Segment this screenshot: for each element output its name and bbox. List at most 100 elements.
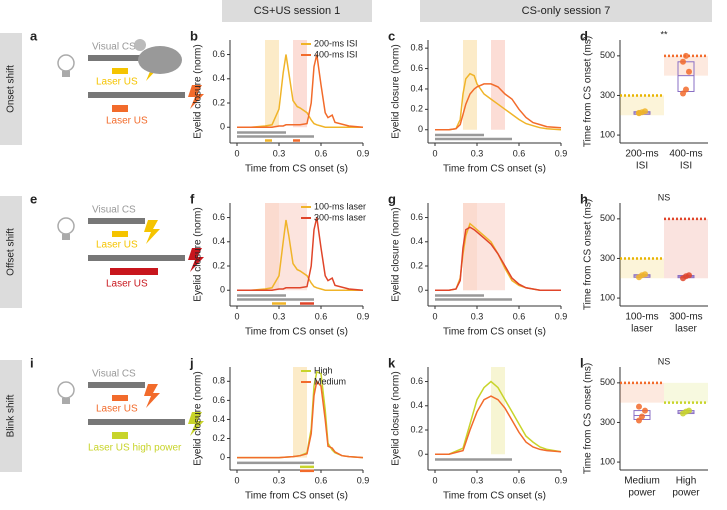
y-tick-label: 0.4 — [410, 236, 423, 246]
y-tick-label: 0.6 — [410, 376, 423, 386]
point — [642, 407, 648, 414]
cs-bar — [88, 419, 185, 425]
us-bar — [112, 105, 128, 112]
stimulus-bar — [435, 137, 512, 141]
x-axis-label: Time from CS onset (s) — [245, 164, 348, 175]
x-tick-label: 0.9 — [357, 475, 370, 485]
x-tick-label: 0 — [432, 148, 437, 158]
mouse — [138, 46, 182, 74]
x-axis-label: Time from CS onset (s) — [443, 327, 546, 338]
stimulus-bar — [300, 302, 314, 305]
y-axis-label: Eyelid closure (norm) — [193, 207, 204, 301]
target-band — [620, 258, 664, 279]
cs-bar — [88, 255, 185, 261]
header-label: CS-only session 7 — [522, 5, 611, 17]
x-tick-label: Medium — [624, 476, 660, 487]
y-tick-label: 0.4 — [212, 73, 225, 83]
x-tick-label: 0.3 — [273, 311, 286, 321]
cs-label: Visual CS — [92, 205, 136, 216]
shade — [265, 40, 279, 128]
panel-letter: h — [580, 191, 588, 206]
y-tick-label: 0 — [418, 124, 423, 134]
y-axis-label: Time from CS onset (ms) — [583, 363, 594, 474]
panel-letter: j — [189, 355, 194, 370]
series-line — [237, 219, 363, 291]
shade — [265, 203, 307, 291]
x-tick-label: power — [672, 488, 700, 499]
x-tick-label: 0.3 — [273, 148, 286, 158]
lightning — [188, 248, 204, 272]
point — [642, 271, 648, 278]
stimulus-bar — [272, 302, 286, 305]
shade — [491, 367, 505, 455]
y-tick-label: 0.2 — [410, 260, 423, 270]
y-tick-label: 0.8 — [212, 376, 225, 386]
x-tick-label: 0.9 — [555, 475, 568, 485]
x-tick-label: 0 — [432, 311, 437, 321]
panel-letter: a — [30, 28, 38, 43]
panel-letter: l — [580, 355, 584, 370]
legend-label: 100-ms laser — [314, 201, 366, 211]
panel-letter: g — [388, 191, 396, 206]
x-tick-label: 0.6 — [315, 311, 328, 321]
us-bar — [112, 395, 128, 401]
y-tick-label: 500 — [600, 213, 615, 223]
y-axis-label: Eyelid closure (norm) — [391, 44, 402, 138]
x-tick-label: 0 — [234, 475, 239, 485]
point — [642, 108, 648, 115]
x-tick-label: 0 — [234, 311, 239, 321]
point — [686, 68, 692, 75]
header-box — [222, 0, 372, 22]
series-line — [435, 72, 562, 131]
stimulus-bar — [237, 294, 286, 297]
x-tick-label: 0.3 — [471, 148, 484, 158]
us-bar — [112, 68, 128, 74]
bulb-base — [62, 234, 70, 240]
header-box — [420, 0, 712, 22]
series-line — [237, 54, 363, 128]
target-band — [664, 382, 708, 403]
us-label: Laser US — [106, 279, 148, 290]
row-label: Offset shift — [6, 228, 17, 276]
cs-label: Visual CS — [92, 42, 136, 53]
legend-label: Medium — [314, 376, 346, 386]
y-tick-label: 0.6 — [410, 63, 423, 73]
x-tick-label: 0.6 — [513, 311, 526, 321]
stimulus-bar — [300, 465, 314, 469]
stimulus-bar — [237, 135, 314, 138]
stimulus-bar — [435, 133, 484, 137]
y-tick-label: 300 — [600, 253, 615, 263]
x-tick-label: 0.6 — [315, 475, 328, 485]
x-tick-label: 0.6 — [513, 148, 526, 158]
bulb — [57, 381, 75, 399]
us-label: Laser US — [106, 116, 148, 127]
y-tick-label: 0.2 — [212, 260, 225, 270]
panel-letter: d — [580, 28, 588, 43]
x-tick-label: 0.9 — [357, 311, 370, 321]
series-line — [435, 226, 561, 291]
x-tick-label: 0.3 — [471, 475, 484, 485]
point — [686, 272, 692, 279]
y-tick-label: 0 — [418, 285, 423, 295]
x-axis-label: Time from CS onset (s) — [245, 491, 348, 502]
mouse-ear — [134, 39, 146, 51]
point — [683, 52, 689, 59]
y-axis-label: Time from CS onset (ms) — [583, 199, 594, 310]
y-axis-label: Eyelid closure (norm) — [193, 44, 204, 138]
target-band — [664, 218, 708, 279]
us-label: Laser US — [96, 240, 138, 251]
row-label-box — [0, 196, 22, 308]
x-tick-label: High — [676, 476, 697, 487]
x-tick-label: 0.9 — [357, 148, 370, 158]
x-axis-label: Time from CS onset (s) — [443, 491, 546, 502]
y-tick-label: 0.2 — [212, 97, 225, 107]
y-tick-label: 300 — [600, 90, 615, 100]
panel-letter: b — [190, 28, 198, 43]
y-tick-label: 0.6 — [212, 212, 225, 222]
point — [683, 86, 689, 93]
y-tick-label: 0.2 — [410, 424, 423, 434]
y-tick-label: 500 — [600, 377, 615, 387]
x-tick-label: 100-ms — [625, 312, 658, 323]
series-line — [435, 395, 562, 455]
annotation: NS — [658, 356, 671, 366]
